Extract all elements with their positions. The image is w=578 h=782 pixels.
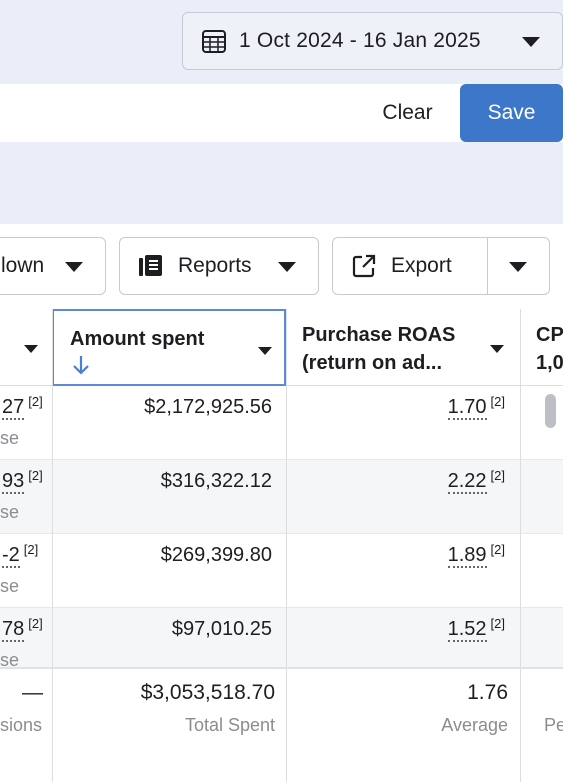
- partial-cell-sub: se: [0, 650, 20, 670]
- chevron-down-icon[interactable]: [490, 345, 504, 353]
- partial-cell: 27 [2]: [2, 394, 43, 420]
- cost-per-total-label: Pe: [544, 715, 563, 735]
- amount-spent-cell: $269,399.80: [160, 544, 272, 566]
- partial-cell-sub: se: [0, 502, 20, 522]
- vertical-scrollbar[interactable]: [545, 394, 556, 428]
- date-range-picker[interactable]: 1 Oct 2024 - 16 Jan 2025: [182, 12, 563, 70]
- amount-spent-cell: $316,322.12: [160, 470, 272, 492]
- table-row[interactable]: 93 [2] se $316,322.12 2.22 [2]: [0, 460, 563, 534]
- purchase-roas-cell[interactable]: 1.89 [2]: [447, 542, 505, 568]
- partial-cell-sub: se: [0, 428, 20, 448]
- export-label: Export: [391, 254, 452, 277]
- purchase-roas-cell[interactable]: 2.22 [2]: [447, 468, 505, 494]
- column-divider: [286, 309, 287, 782]
- partial-cell: -2 [2]: [2, 542, 39, 568]
- export-split-divider: [487, 238, 488, 294]
- calendar-icon: [202, 30, 226, 53]
- purchase-roas-average: 1.76: [467, 681, 508, 704]
- save-bar: Clear Save: [0, 84, 563, 142]
- table-row[interactable]: 27 [2] se $2,172,925.56 1.70 [2]: [0, 386, 563, 460]
- page-edge: [563, 0, 578, 782]
- column-title-cost-per: CP 1,0: [536, 324, 563, 374]
- partial-cell: 78 [2]: [2, 616, 43, 642]
- column-title-amount-spent: Amount spent: [70, 328, 205, 350]
- data-table: Amount spent Purchase ROAS (return on ad…: [0, 309, 563, 782]
- chevron-down-icon[interactable]: [24, 345, 38, 353]
- partial-cell: 93 [2]: [2, 468, 43, 494]
- chevron-down-icon: [278, 262, 296, 272]
- column-divider: [286, 669, 287, 782]
- table-row[interactable]: -2 [2] se $269,399.80 1.89 [2]: [0, 534, 563, 608]
- clear-button[interactable]: Clear: [382, 101, 433, 124]
- save-button[interactable]: Save: [460, 84, 563, 142]
- partial-cell-sub: se: [0, 576, 20, 596]
- table-footer-totals: — sions $3,053,518.70 Total Spent 1.76 A…: [0, 667, 563, 782]
- partial-total-sub: sions: [0, 715, 43, 735]
- breakdown-label: lown: [1, 254, 45, 277]
- chevron-down-icon: [65, 262, 83, 272]
- column-title-purchase-roas: Purchase ROAS (return on ad...: [302, 324, 456, 374]
- breakdown-button[interactable]: lown: [0, 237, 106, 295]
- column-divider: [520, 309, 521, 667]
- column-header-amount-spent[interactable]: Amount spent: [52, 309, 286, 386]
- column-divider: [52, 669, 53, 782]
- chevron-down-icon: [522, 37, 540, 47]
- partial-total: —: [22, 681, 43, 704]
- column-header-purchase-roas[interactable]: Purchase ROAS (return on ad...: [286, 309, 520, 386]
- amount-spent-total: $3,053,518.70: [140, 681, 275, 704]
- date-range-label: 1 Oct 2024 - 16 Jan 2025: [239, 29, 481, 52]
- reports-button[interactable]: Reports: [119, 237, 319, 295]
- purchase-roas-cell[interactable]: 1.70 [2]: [447, 394, 505, 420]
- amount-spent-total-label: Total Spent: [184, 715, 275, 735]
- export-button[interactable]: Export: [332, 237, 550, 295]
- purchase-roas-cell[interactable]: 1.52 [2]: [447, 616, 505, 642]
- sort-descending-icon: [73, 356, 89, 375]
- export-options-chevron-icon[interactable]: [509, 262, 527, 272]
- purchase-roas-average-label: Average: [441, 715, 508, 735]
- column-header-partial[interactable]: [0, 309, 52, 386]
- column-header-cost-per[interactable]: CP 1,0: [520, 309, 563, 386]
- reports-icon: [139, 255, 162, 276]
- column-divider: [52, 309, 53, 782]
- reports-label: Reports: [178, 254, 252, 277]
- export-icon: [352, 254, 376, 278]
- amount-spent-cell: $97,010.25: [171, 618, 272, 640]
- column-divider: [520, 669, 521, 782]
- chevron-down-icon[interactable]: [258, 347, 272, 355]
- amount-spent-cell: $2,172,925.56: [144, 396, 272, 418]
